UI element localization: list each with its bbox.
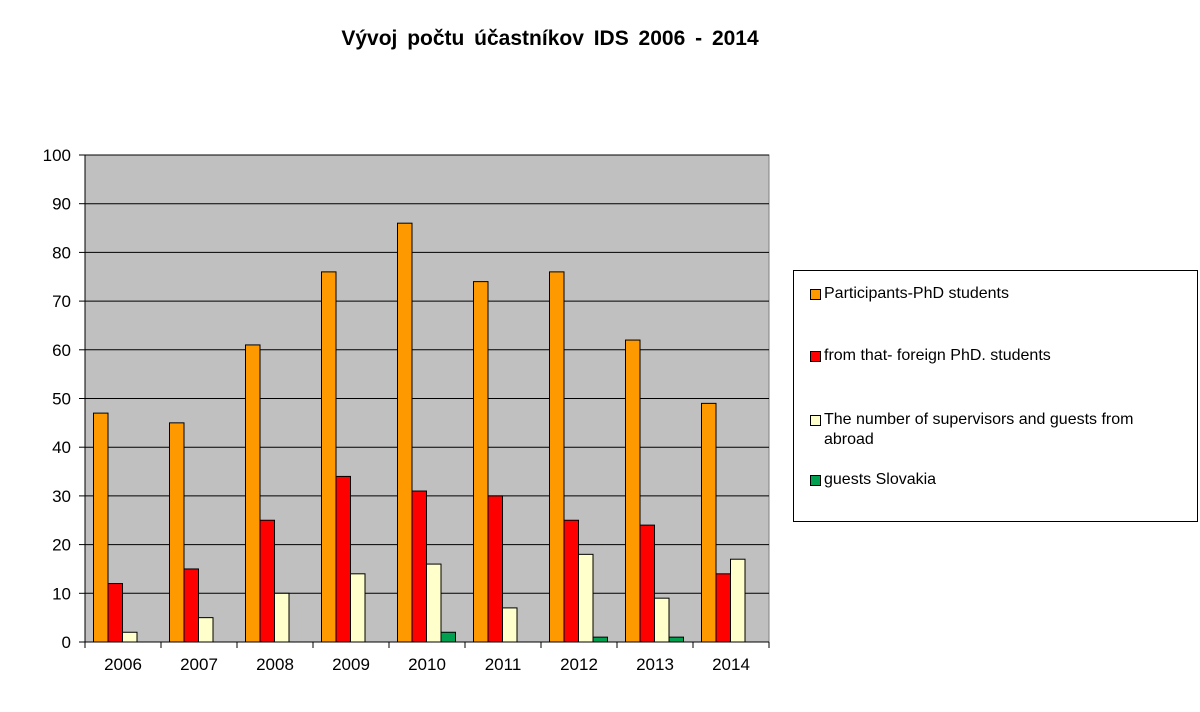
bar-2006-series-1 (93, 412, 109, 643)
legend: Participants-PhD students from that- fore… (793, 270, 1198, 522)
bar-2007-series-1 (169, 422, 185, 643)
bar-2013-series-2 (639, 524, 655, 643)
axes: 0 10 20 30 40 50 60 70 80 90 100 2006 2007 2008 2009 20… (43, 146, 770, 674)
y-tick-label: 60 (52, 341, 71, 360)
bar-2013-series-1 (625, 339, 641, 643)
bar-2009-series-3 (350, 573, 366, 643)
y-tick-label: 20 (52, 536, 71, 555)
bar-2011-series-2 (487, 495, 503, 643)
legend-item-1: Participants-PhD students (810, 284, 1180, 304)
bar-2012-series-4 (592, 636, 608, 643)
legend-swatch (810, 289, 821, 300)
bar-2009-series-2 (335, 475, 351, 643)
y-tick-label: 80 (52, 243, 71, 262)
bar-2014-series-2 (715, 573, 731, 643)
bar-2008-series-3 (274, 592, 290, 643)
y-tick-label: 90 (52, 195, 71, 214)
x-tick-label: 2007 (180, 655, 218, 674)
bar-2006-series-2 (107, 583, 123, 643)
y-tick-label: 0 (62, 633, 71, 652)
bar-2007-series-2 (183, 568, 199, 643)
bar-2008-series-2 (259, 519, 275, 643)
legend-item-4: guests Slovakia (810, 470, 1180, 490)
x-tick-label: 2006 (104, 655, 142, 674)
bar-2012-series-2 (563, 519, 579, 643)
legend-swatch (810, 475, 821, 486)
legend-swatch (810, 351, 821, 362)
legend-item-2: from that- foreign PhD. students (810, 346, 1180, 366)
y-tick-label: 10 (52, 584, 71, 603)
bar-2014-series-3 (730, 558, 746, 643)
y-tick-label: 70 (52, 292, 71, 311)
chart-title: Vývoj počtu účastníkov IDS 2006 - 2014 (341, 27, 759, 50)
y-tick-label: 50 (52, 390, 71, 409)
bar-2011-series-1 (473, 281, 489, 643)
y-tick-label: 40 (52, 438, 71, 457)
legend-label: The number of supervisors and guests fro… (824, 411, 1134, 448)
x-tick-label: 2013 (636, 655, 674, 674)
bar-2013-series-4 (668, 636, 684, 643)
y-tick-label: 30 (52, 487, 71, 506)
x-tick-label: 2008 (256, 655, 294, 674)
x-tick-label: 2010 (408, 655, 446, 674)
bar-2009-series-1 (321, 271, 337, 643)
y-tick-label: 100 (43, 146, 71, 165)
bar-2006-series-3 (122, 631, 138, 643)
bar-2011-series-3 (502, 607, 518, 643)
bar-2010-series-3 (426, 563, 442, 643)
bars (93, 222, 746, 643)
bar-2010-series-2 (411, 490, 427, 643)
x-tick-label: 2011 (485, 655, 522, 674)
x-tick-label: 2014 (712, 655, 750, 674)
legend-label: guests Slovakia (824, 471, 937, 488)
bar-2008-series-1 (245, 344, 261, 643)
bar-2012-series-3 (578, 553, 594, 643)
x-tick-label: 2009 (332, 655, 370, 674)
bar-2010-series-4 (440, 631, 456, 643)
bar-2010-series-1 (397, 222, 413, 643)
legend-item-3: The number of supervisors and guests fro… (810, 410, 1180, 450)
bar-2012-series-1 (549, 271, 565, 643)
bar-2007-series-3 (198, 617, 214, 643)
bar-2013-series-3 (654, 597, 670, 643)
x-tick-label: 2012 (560, 655, 598, 674)
legend-label: Participants-PhD students (824, 285, 1009, 302)
legend-label: from that- foreign PhD. students (824, 347, 1051, 364)
legend-swatch (810, 415, 821, 426)
bar-2014-series-1 (701, 402, 717, 643)
